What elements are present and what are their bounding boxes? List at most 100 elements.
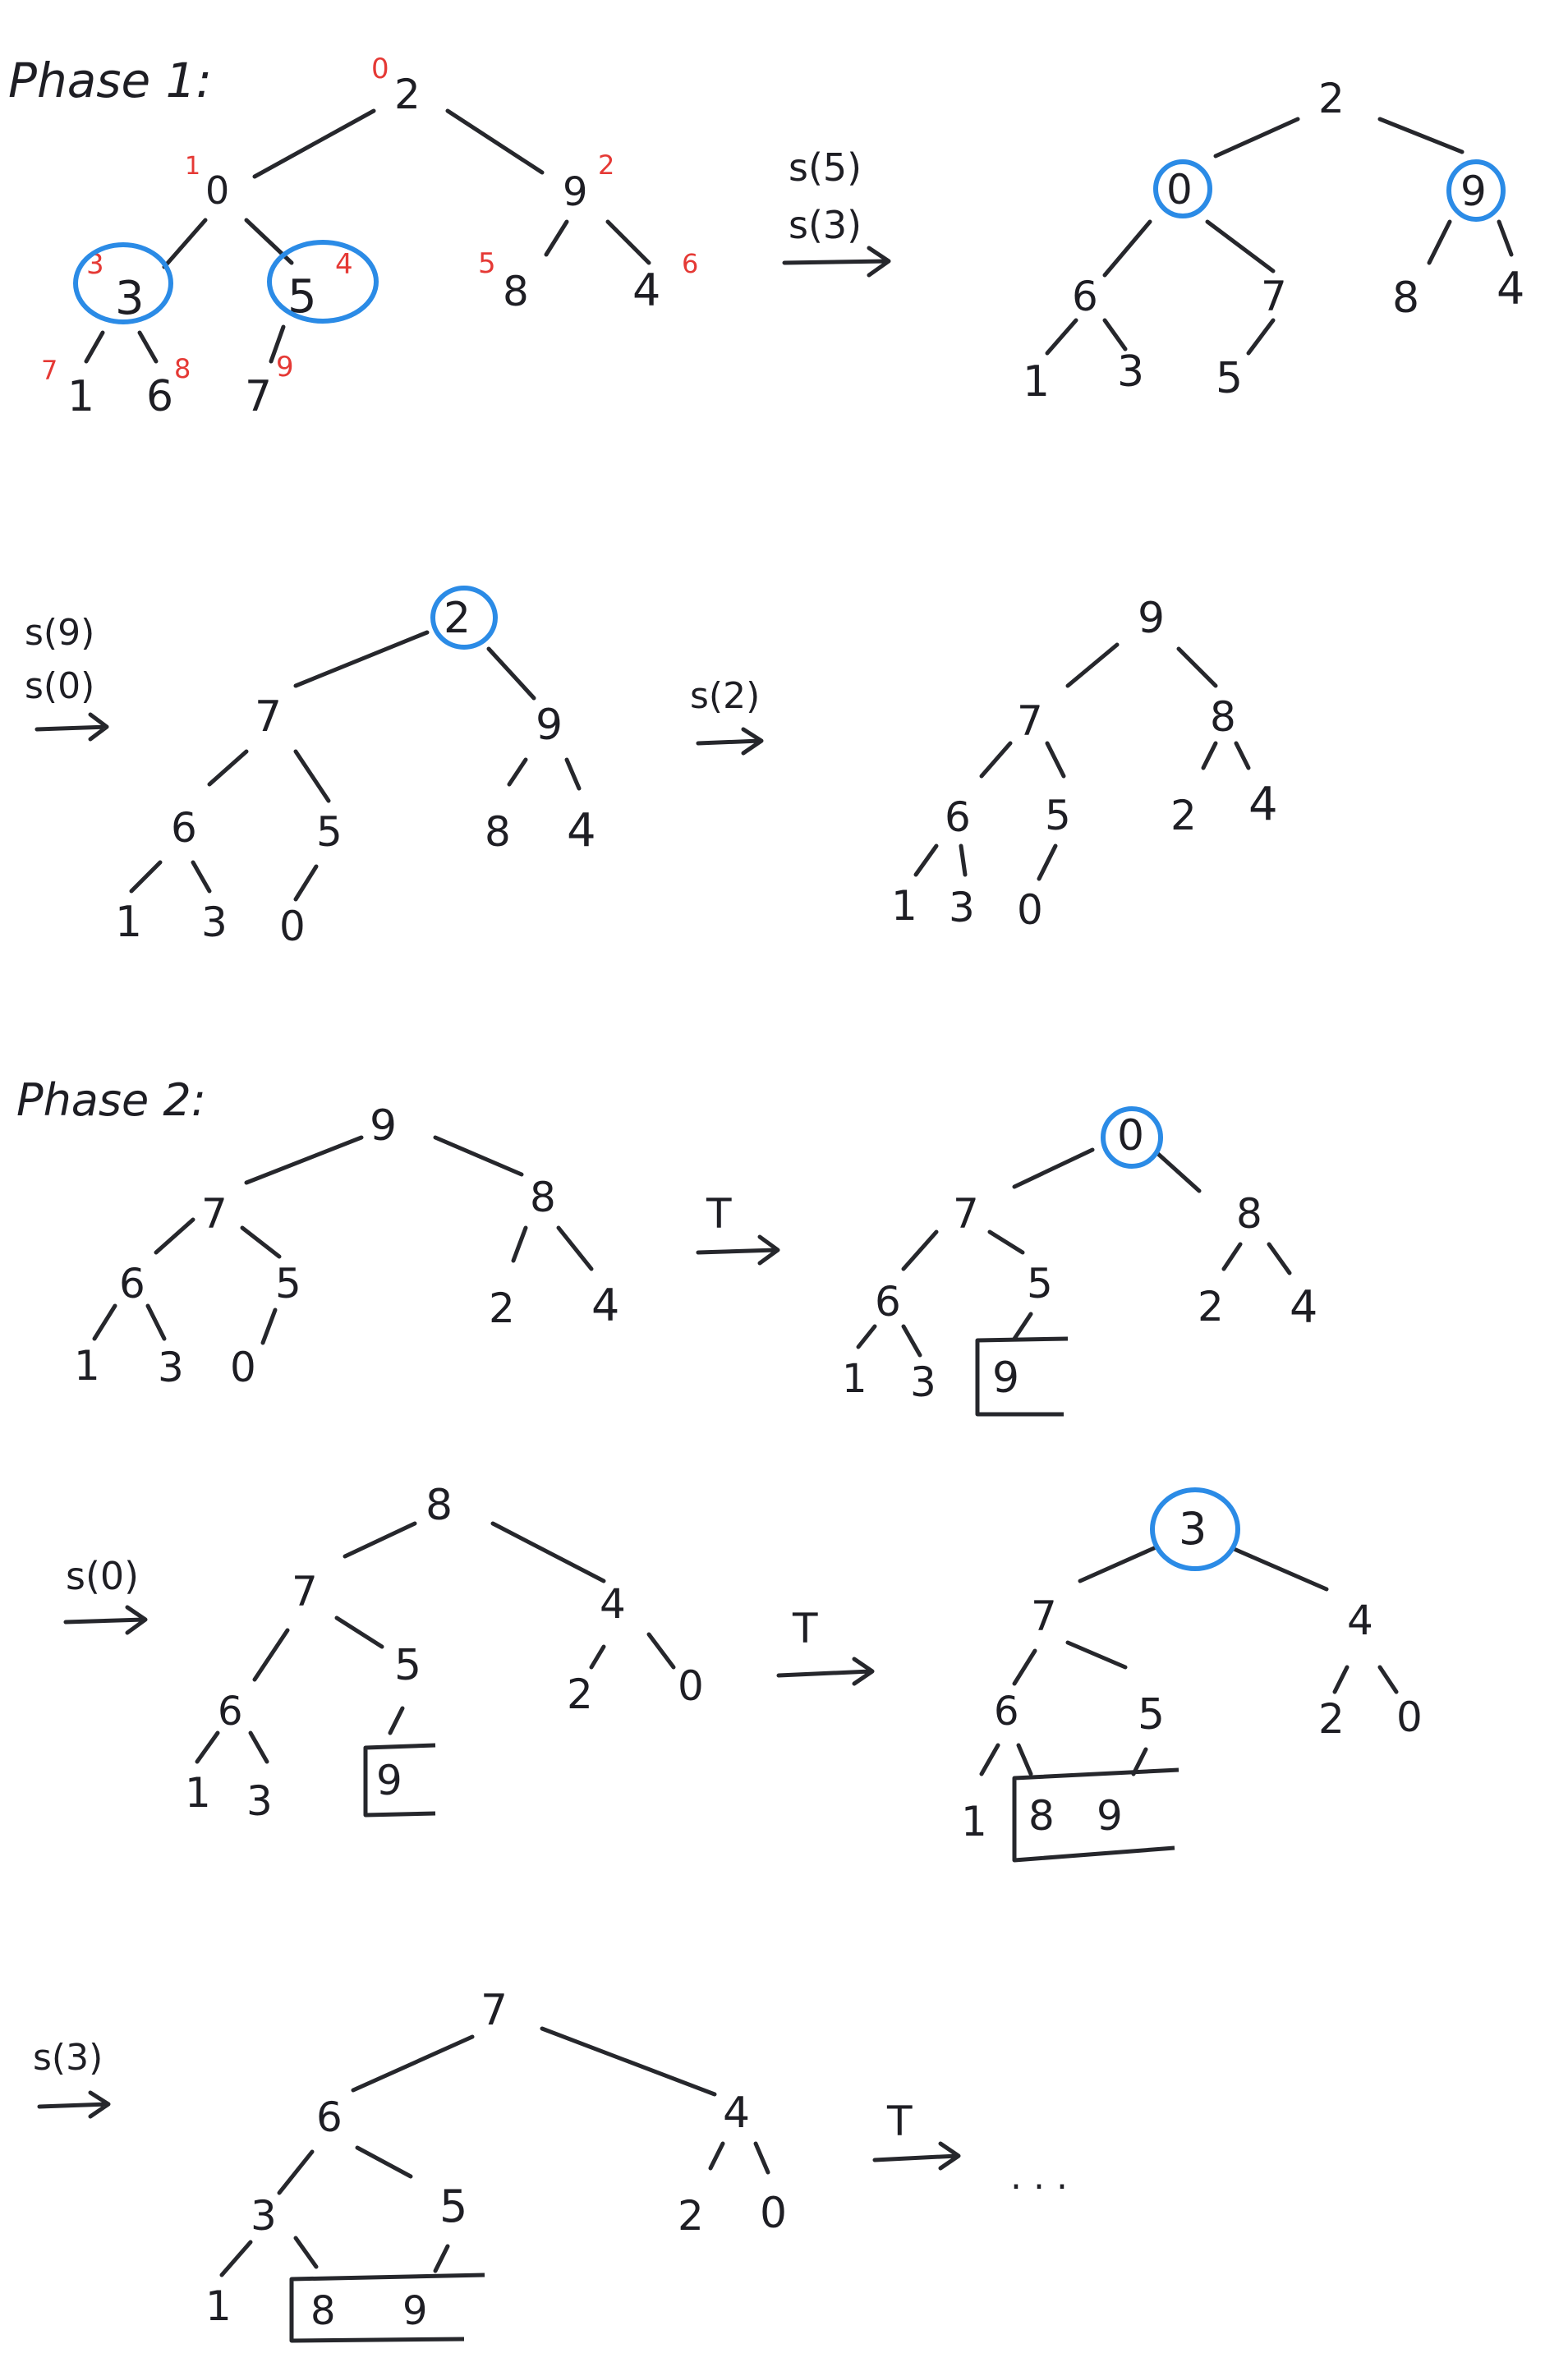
phase2-step2-tree: 0 7 8 6 5 2 4 1 3 9	[842, 1106, 1317, 1417]
p1s1-index-5: 5	[478, 247, 496, 280]
p2s2-node-2: 8	[1236, 1190, 1262, 1238]
p2-arrowT2-label: T	[792, 1605, 818, 1652]
p1s3-node-6: 4	[567, 804, 596, 857]
p1s4-node-2: 8	[1210, 693, 1236, 741]
p2s2-node-1: 7	[953, 1190, 979, 1238]
p1s4-node-1: 7	[1017, 697, 1043, 745]
p2s4-highlight-3	[1150, 1487, 1240, 1571]
p1s2-highlight-0	[1153, 159, 1212, 218]
phase2-step3-tree: 8 7 4 6 5 2 0 1 3 9	[185, 1481, 704, 1825]
p1s3-node-5: 8	[485, 808, 511, 856]
p1s1-node-9: 7	[245, 372, 272, 421]
p2s4-node-1: 7	[1031, 1592, 1057, 1640]
p2s4-node-4: 5	[1138, 1690, 1165, 1739]
p1s3-node-3: 6	[171, 804, 197, 852]
p2s2-highlight-0	[1101, 1106, 1163, 1169]
p2s1-node-7: 1	[74, 1342, 100, 1390]
p2s2-node-7: 1	[842, 1356, 867, 1402]
p2s4-node-2: 4	[1347, 1597, 1373, 1644]
p2s3-sorted-box	[363, 1743, 436, 1818]
p2s3-node-2: 4	[600, 1580, 626, 1628]
p1s4-node-5: 2	[1170, 792, 1197, 839]
p2s2-node-4: 5	[1027, 1260, 1053, 1307]
p1s4-node-7: 1	[891, 882, 917, 930]
p1s1-highlight-5	[267, 240, 379, 324]
p2s4-node-3: 6	[994, 1689, 1019, 1735]
p1s4-node-6: 4	[1248, 778, 1278, 831]
p1s3-node-2: 9	[536, 701, 563, 750]
p1s2-node-3: 6	[1072, 273, 1098, 320]
p1s1-index-7: 7	[41, 355, 57, 386]
p2s3-node-8: 3	[246, 1777, 273, 1825]
p1s1-node-5: 8	[503, 268, 529, 315]
p1s1-index-0: 0	[371, 53, 389, 85]
p2s3-node-6: 0	[678, 1662, 704, 1710]
p2s3-node-4: 5	[394, 1641, 421, 1690]
p1s1-node-1: 0	[205, 168, 229, 213]
p1s3-node-1: 7	[255, 692, 282, 742]
p2s3-node-1: 7	[292, 1568, 318, 1615]
p2s4-node-0: 3	[1179, 1503, 1207, 1555]
p2s1-node-1: 7	[201, 1190, 228, 1238]
p1s4-node-8: 3	[949, 884, 975, 931]
p1s4-node-0: 9	[1138, 594, 1165, 643]
p2-arrow-s3-label: s(3)	[33, 2037, 103, 2079]
p1s3-node-7: 1	[115, 898, 142, 947]
phase2-step4-tree: 3 7 4 6 5 2 0 1 8 9	[961, 1487, 1423, 1863]
p1s4-node-3: 6	[945, 793, 971, 841]
p1s1-index-1: 1	[185, 152, 200, 181]
phase2-arrowT2: T	[776, 1605, 875, 1686]
p1s3-highlight-2	[430, 586, 498, 650]
p1s1-node-7: 1	[67, 372, 94, 421]
phase2-ellipsis: . . .	[1010, 2156, 1068, 2198]
p2s5-sorted-0: 8	[310, 2288, 336, 2334]
phase2-arrow-s3: s(3)	[33, 2037, 111, 2119]
p2s2-node-3: 6	[875, 1278, 901, 1326]
p1s2-node-5: 8	[1392, 273, 1419, 323]
p1-arrow1-label-0: s(5)	[789, 145, 862, 190]
p1s2-node-4: 7	[1261, 273, 1287, 320]
p2s1-node-8: 3	[158, 1344, 184, 1391]
p1-arrow2-label-1: s(0)	[25, 665, 94, 707]
p2s3-node-0: 8	[425, 1481, 453, 1530]
p2s4-node-5: 2	[1318, 1695, 1345, 1743]
p1s3-node-4: 5	[316, 808, 343, 856]
phase2-heading: Phase 2:	[16, 1074, 206, 1126]
phase2-step5-tree: 7 6 4 3 5 2 0 1 8 9	[205, 1986, 787, 2343]
p1s2-node-2: 9	[1460, 168, 1487, 215]
p1s2-node-0: 2	[1318, 75, 1345, 122]
p2s1-node-0: 9	[370, 1101, 397, 1151]
p2s5-node-7: 1	[205, 2282, 232, 2330]
p2-arrow-s0-label: s(0)	[66, 1554, 139, 1598]
p1s4-node-9: 0	[1017, 886, 1043, 934]
phase2-arrow-s0: s(0)	[63, 1554, 148, 1635]
p2s1-node-2: 8	[530, 1174, 556, 1221]
p2s3-node-5: 2	[567, 1671, 593, 1718]
phase1-step2-tree: 2 0 9 6 7 8 4 1 3 5	[1023, 75, 1524, 407]
p2-arrowT1-label: T	[706, 1190, 732, 1238]
p1s2-node-6: 4	[1497, 263, 1524, 315]
p2s2-node-6: 4	[1290, 1281, 1317, 1333]
p2s1-node-6: 4	[591, 1280, 619, 1331]
phase1-step4-tree: 9 7 8 6 5 2 4 1 3 0	[891, 594, 1278, 934]
p1s2-node-8: 3	[1117, 347, 1144, 397]
phase1-step3-tree: 2 7 9 6 5 8 4 1 3 0	[115, 586, 596, 950]
p2s4-sorted-0: 8	[1028, 1792, 1055, 1840]
p1s1-node-2: 9	[563, 169, 588, 215]
p2s1-node-3: 6	[119, 1260, 145, 1307]
p2s2-node-5: 2	[1198, 1283, 1224, 1330]
p1s3-node-8: 3	[201, 898, 228, 946]
p2s5-sorted-1: 9	[402, 2288, 428, 2334]
phase2-step1-tree: 9 7 8 6 5 2 4 1 3 0	[74, 1101, 619, 1391]
p1s1-highlight-3	[73, 242, 173, 324]
p1s1-node-8: 6	[146, 372, 173, 421]
p2-arrowT3-label: T	[886, 2098, 913, 2145]
p2s4-node-6: 0	[1396, 1694, 1423, 1741]
p2s1-node-4: 5	[275, 1260, 301, 1307]
p1s1-index-6: 6	[682, 248, 698, 279]
p2s2-node-0: 0	[1117, 1111, 1144, 1160]
phase2-arrowT1: T	[696, 1190, 780, 1266]
phase1-step1-tree: 2 0 9 3 5 8 4 1 6 7 0 1 2 3 4 5 6 7 8 9	[41, 53, 698, 421]
p2s3-node-3: 6	[218, 1689, 243, 1735]
